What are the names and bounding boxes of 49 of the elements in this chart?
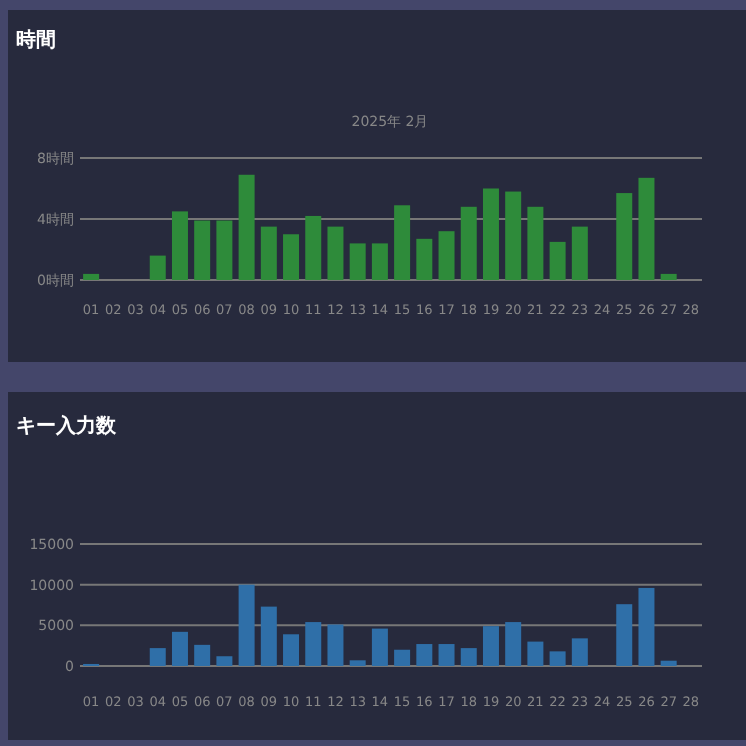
bar (260, 606, 277, 666)
bar (394, 649, 411, 666)
bar (394, 205, 411, 280)
bar (371, 628, 388, 666)
bar (616, 604, 633, 666)
bar (283, 234, 300, 280)
bar (349, 243, 366, 280)
bar (660, 273, 677, 280)
bar (83, 273, 100, 280)
bar (238, 584, 255, 666)
bar (194, 220, 211, 280)
bar (305, 622, 322, 666)
bar (327, 226, 344, 280)
bar (371, 243, 388, 280)
bar (482, 626, 499, 666)
bar (171, 211, 188, 280)
bar (549, 651, 566, 666)
bar (638, 177, 655, 280)
bar (416, 644, 433, 666)
bar (349, 660, 366, 666)
bar (260, 226, 277, 280)
bar (527, 206, 544, 280)
bar (283, 634, 300, 666)
bar (660, 660, 677, 666)
bar (149, 648, 166, 666)
bar (505, 191, 522, 280)
bar (327, 624, 344, 666)
bar (482, 188, 499, 280)
bar (571, 226, 588, 280)
bar (571, 638, 588, 666)
chart-title: キー入力数 (16, 414, 118, 438)
bar (238, 174, 255, 280)
bar (216, 220, 233, 280)
bar (527, 641, 544, 666)
bar (549, 241, 566, 280)
bar (638, 587, 655, 666)
bar (216, 656, 233, 666)
bar (171, 631, 188, 666)
bar (438, 644, 455, 666)
chart-title: 時間 (16, 28, 56, 52)
bar (460, 648, 477, 666)
bar (460, 206, 477, 280)
bar (194, 644, 211, 666)
bar (438, 231, 455, 280)
bar (416, 238, 433, 280)
bar (305, 215, 322, 280)
bar (149, 255, 166, 280)
bar (616, 193, 633, 280)
bar (505, 622, 522, 666)
